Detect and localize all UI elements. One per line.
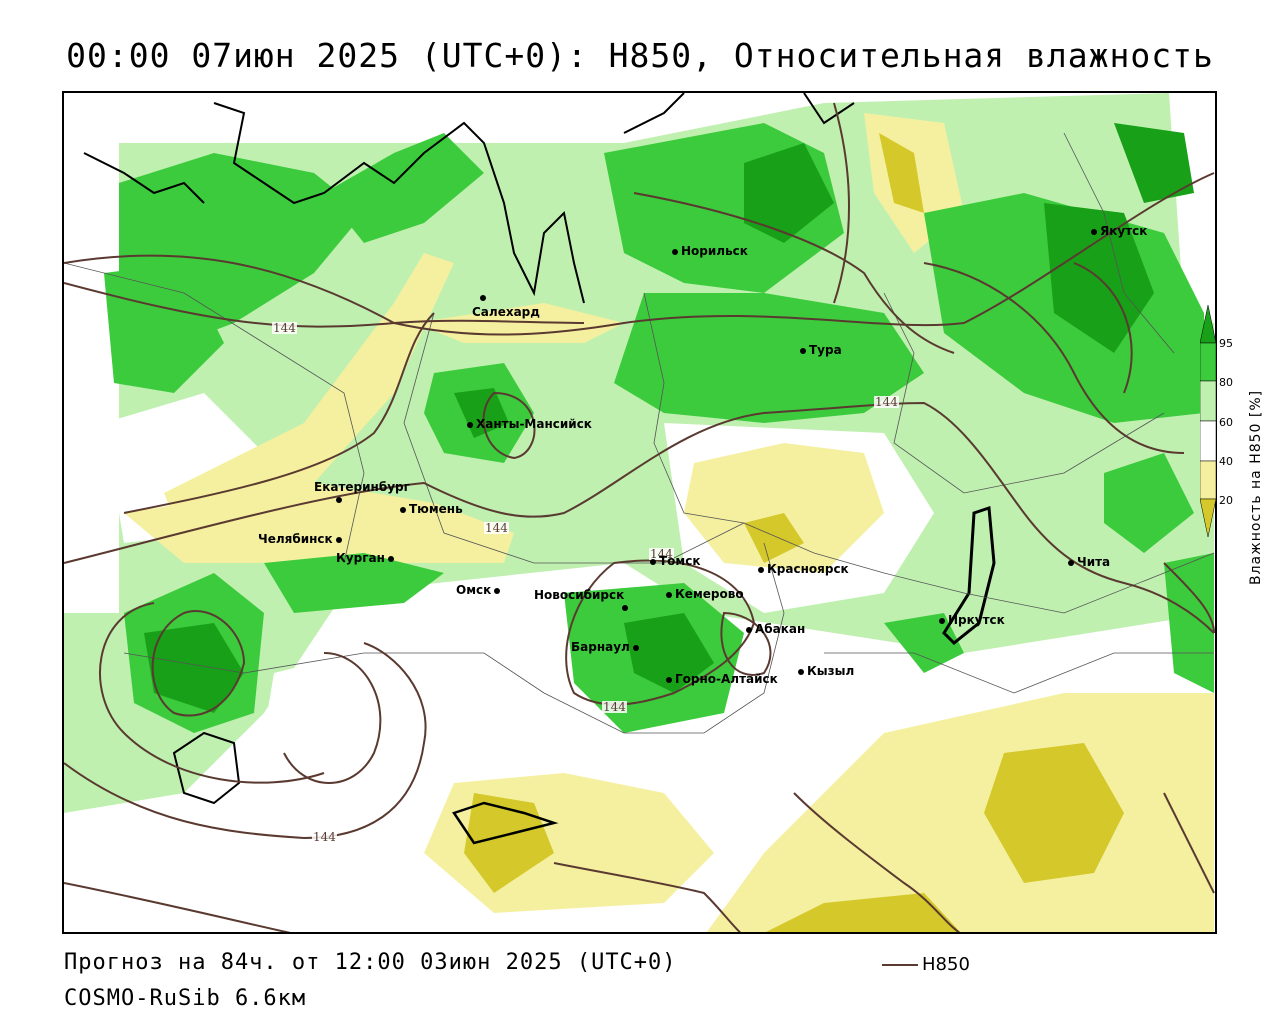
forecast-info: Прогноз на 84ч. от 12:00 03июн 2025 (UTC… [64, 950, 677, 975]
legend-tick: 40 [1219, 455, 1233, 468]
city-dot [666, 676, 672, 683]
humidity-field [64, 93, 1215, 932]
city-novosibirsk[interactable] [622, 601, 631, 613]
city-tomsk[interactable]: Томск [650, 555, 701, 567]
city-kyzyl[interactable]: Кызыл [798, 665, 854, 677]
contour-label: 144 [874, 395, 899, 409]
city-yekaterinburg[interactable] [336, 493, 345, 505]
city-dot [1091, 228, 1097, 235]
city-dot [480, 294, 486, 301]
legend-title: Влажность на H850 [%] [1248, 389, 1264, 585]
city-salekhard-label: Салехард [472, 305, 540, 319]
city-dot [672, 248, 678, 255]
contour-label: 144 [272, 321, 297, 335]
legend-tick: 80 [1219, 376, 1233, 389]
map-area[interactable]: 144 144 144 144 144 144 144 Норильск Сал… [62, 91, 1217, 934]
city-norilsk[interactable]: Норильск [672, 245, 748, 257]
city-salekhard[interactable] [480, 291, 489, 303]
city-gorno-altaysk[interactable]: Горно-Алтайск [666, 673, 778, 685]
city-dot [387, 555, 394, 562]
city-dot [746, 626, 752, 633]
humidity-colorbar [1200, 305, 1216, 537]
city-novosibirsk-label: Новосибирск [534, 588, 625, 602]
city-dot [939, 617, 945, 624]
city-abakan[interactable]: Абакан [746, 623, 805, 635]
legend-tick: 60 [1219, 416, 1233, 429]
legend-tick: 20 [1219, 494, 1233, 507]
city-tura[interactable]: Тура [800, 344, 842, 356]
city-dot [632, 644, 639, 651]
city-dot [650, 558, 656, 565]
city-dot [467, 421, 473, 428]
city-dot [336, 496, 342, 503]
city-yakutsk[interactable]: Якутск [1091, 225, 1147, 237]
city-dot [800, 347, 806, 354]
city-omsk[interactable]: Омск [456, 584, 503, 596]
city-dot [798, 668, 804, 675]
map-title: 00:00 07июн 2025 (UTC+0): H850, Относите… [66, 36, 1214, 75]
city-dot [400, 506, 406, 513]
city-tyumen[interactable]: Тюмень [400, 503, 463, 515]
city-dot [622, 604, 628, 611]
city-yekaterinburg-label: Екатеринбург [314, 480, 410, 494]
city-dot [1068, 559, 1074, 566]
contour-line-icon [882, 964, 918, 966]
city-chita[interactable]: Чита [1068, 556, 1110, 568]
h850-legend: H850 [882, 954, 970, 975]
city-kurgan[interactable]: Курган [336, 552, 397, 564]
model-info: COSMO-RuSib 6.6км [64, 986, 307, 1011]
city-dot [666, 591, 672, 598]
contour-label: 144 [484, 521, 509, 535]
city-dot [335, 536, 342, 543]
contour-label: 144 [602, 700, 627, 714]
legend-tick: 95 [1219, 337, 1233, 350]
city-kemerovo[interactable]: Кемерово [666, 588, 744, 600]
city-krasnoyarsk[interactable]: Красноярск [758, 563, 849, 575]
contour-label: 144 [649, 547, 674, 561]
city-barnaul[interactable]: Барнаул [571, 641, 642, 653]
city-dot [758, 566, 764, 573]
city-irkutsk[interactable]: Иркутск [939, 614, 1005, 626]
contour-label: 144 [312, 830, 337, 844]
city-dot [494, 587, 501, 594]
city-khanty-mansiysk[interactable]: Ханты-Мансийск [467, 418, 592, 430]
city-chelyabinsk[interactable]: Челябинск [258, 533, 345, 545]
